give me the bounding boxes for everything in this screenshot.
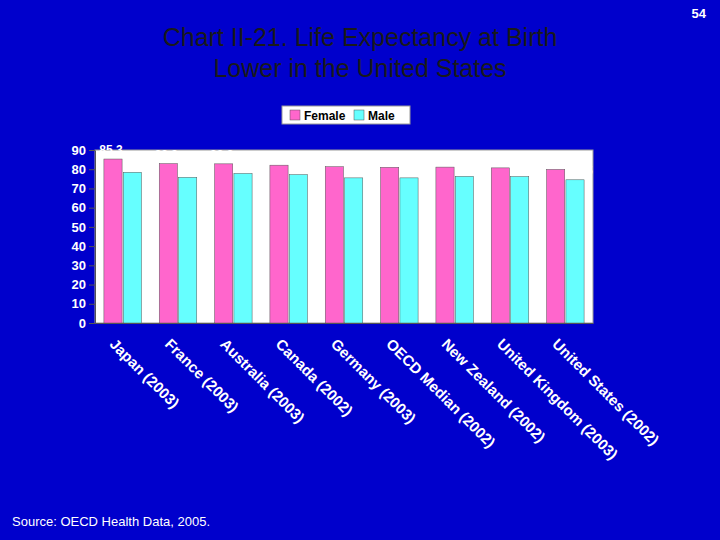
bar bbox=[159, 164, 177, 323]
legend-box bbox=[282, 106, 410, 124]
data-label: 81.3 bbox=[321, 151, 345, 165]
y-tick-mark bbox=[89, 285, 95, 286]
data-label: 82.1 bbox=[265, 149, 289, 163]
x-tick: Germany (2003) bbox=[328, 323, 420, 427]
source: Source: OECD Health Data, 2005. bbox=[12, 514, 210, 529]
y-axis-line bbox=[95, 151, 96, 324]
y-tick-mark bbox=[89, 208, 95, 209]
x-tick-label: OECD Median (2002) bbox=[383, 335, 499, 451]
y-tick: 60 bbox=[72, 200, 95, 215]
y-tick-mark bbox=[89, 169, 95, 170]
data-label: 81.1 bbox=[431, 151, 455, 165]
data-label: 78.4 bbox=[127, 156, 151, 170]
y-tick: 20 bbox=[72, 277, 95, 292]
y-tick-label: 50 bbox=[72, 220, 86, 235]
data-label: 82.9 bbox=[155, 148, 179, 162]
plot-area bbox=[95, 150, 593, 323]
x-tick: United States (2002) bbox=[549, 323, 662, 449]
y-tick-label: 80 bbox=[72, 162, 86, 177]
page-number: 54 bbox=[692, 6, 707, 21]
y-tick-label: 90 bbox=[72, 143, 86, 158]
bar bbox=[345, 178, 363, 323]
data-label: 74.5 bbox=[569, 164, 593, 178]
title: Lower in the United States bbox=[213, 54, 506, 82]
slide: Chart II-21. Life Expectancy at Birth Low… bbox=[0, 0, 720, 540]
bar bbox=[566, 180, 584, 323]
x-tick-label: United States (2002) bbox=[549, 335, 662, 448]
data-label: 79.9 bbox=[542, 153, 566, 167]
data-label: 77.8 bbox=[237, 157, 261, 171]
y-tick: 90 bbox=[72, 143, 95, 158]
y-tick-label: 0 bbox=[79, 316, 86, 331]
bar bbox=[455, 176, 473, 323]
x-tick: Australia (2003) bbox=[217, 323, 308, 426]
y-tick: 0 bbox=[79, 316, 95, 331]
bar bbox=[234, 173, 252, 323]
y-tick: 70 bbox=[72, 181, 95, 196]
y-tick-mark bbox=[89, 265, 95, 266]
bar bbox=[179, 177, 197, 323]
y-tick: 10 bbox=[72, 296, 95, 311]
bar bbox=[289, 175, 307, 323]
bar bbox=[400, 178, 418, 323]
data-label: 82.8 bbox=[210, 148, 234, 162]
x-tick: Canada (2002) bbox=[273, 323, 357, 419]
bar bbox=[104, 159, 122, 323]
legend-key bbox=[290, 110, 300, 120]
data-label: 76.3 bbox=[459, 160, 483, 174]
y-tick-mark bbox=[89, 323, 95, 324]
y-tick-label: 10 bbox=[72, 296, 86, 311]
data-label: 85.3 bbox=[99, 143, 123, 157]
y-tick-label: 40 bbox=[72, 239, 86, 254]
y-tick-label: 70 bbox=[72, 181, 86, 196]
data-label: 81 bbox=[381, 151, 395, 165]
y-tick-label: 20 bbox=[72, 277, 86, 292]
legend: Female Male bbox=[282, 106, 410, 124]
y-tick-label: 30 bbox=[72, 258, 86, 273]
bar bbox=[511, 177, 529, 323]
legend-label: Male bbox=[368, 109, 395, 123]
data-label: 77.2 bbox=[293, 159, 317, 173]
background bbox=[0, 0, 720, 540]
y-tick-mark bbox=[89, 227, 95, 228]
y-axis: 0 10 20 30 40 50 60 70 80 90 bbox=[72, 143, 96, 331]
bar bbox=[270, 165, 288, 323]
data-label: 80.7 bbox=[487, 152, 511, 166]
y-tick: 30 bbox=[72, 258, 95, 273]
data-label: 75.8 bbox=[182, 161, 206, 175]
bar bbox=[491, 168, 509, 323]
y-tick: 80 bbox=[72, 162, 95, 177]
data-label: 76.2 bbox=[514, 161, 538, 175]
title: Chart II-21. Life Expectancy at Birth bbox=[163, 23, 558, 51]
data-label: 75.5 bbox=[403, 162, 427, 176]
bar bbox=[325, 167, 343, 323]
bar bbox=[547, 169, 565, 323]
bar bbox=[215, 164, 233, 323]
data-labels: 85.3 82.9 82.8 82.1 81.3 81 81.1 80.7 79.9 78.4 75… bbox=[99, 143, 593, 178]
x-tick-label: New Zealand (2002) bbox=[439, 335, 549, 445]
bars bbox=[104, 159, 584, 323]
x-axis: Japan (2003)France (2003)Australia (2003… bbox=[96, 323, 663, 463]
y-tick-mark bbox=[89, 304, 95, 305]
bar bbox=[436, 167, 454, 323]
bar bbox=[123, 172, 141, 323]
y-tick-mark bbox=[89, 246, 95, 247]
y-tick-mark bbox=[89, 188, 95, 189]
y-tick: 50 bbox=[72, 220, 95, 235]
bar bbox=[381, 167, 399, 323]
y-tick-label: 60 bbox=[72, 200, 86, 215]
y-tick: 40 bbox=[72, 239, 95, 254]
legend-key bbox=[354, 110, 364, 120]
data-label: 75.5 bbox=[348, 162, 372, 176]
x-axis-line bbox=[96, 323, 594, 324]
y-tick-mark bbox=[89, 150, 95, 151]
legend-label: Female bbox=[304, 109, 346, 123]
